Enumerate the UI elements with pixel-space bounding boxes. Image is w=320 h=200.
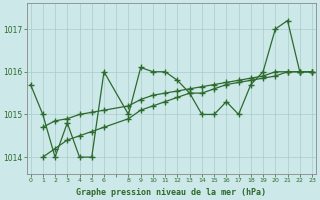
X-axis label: Graphe pression niveau de la mer (hPa): Graphe pression niveau de la mer (hPa) — [76, 188, 266, 197]
